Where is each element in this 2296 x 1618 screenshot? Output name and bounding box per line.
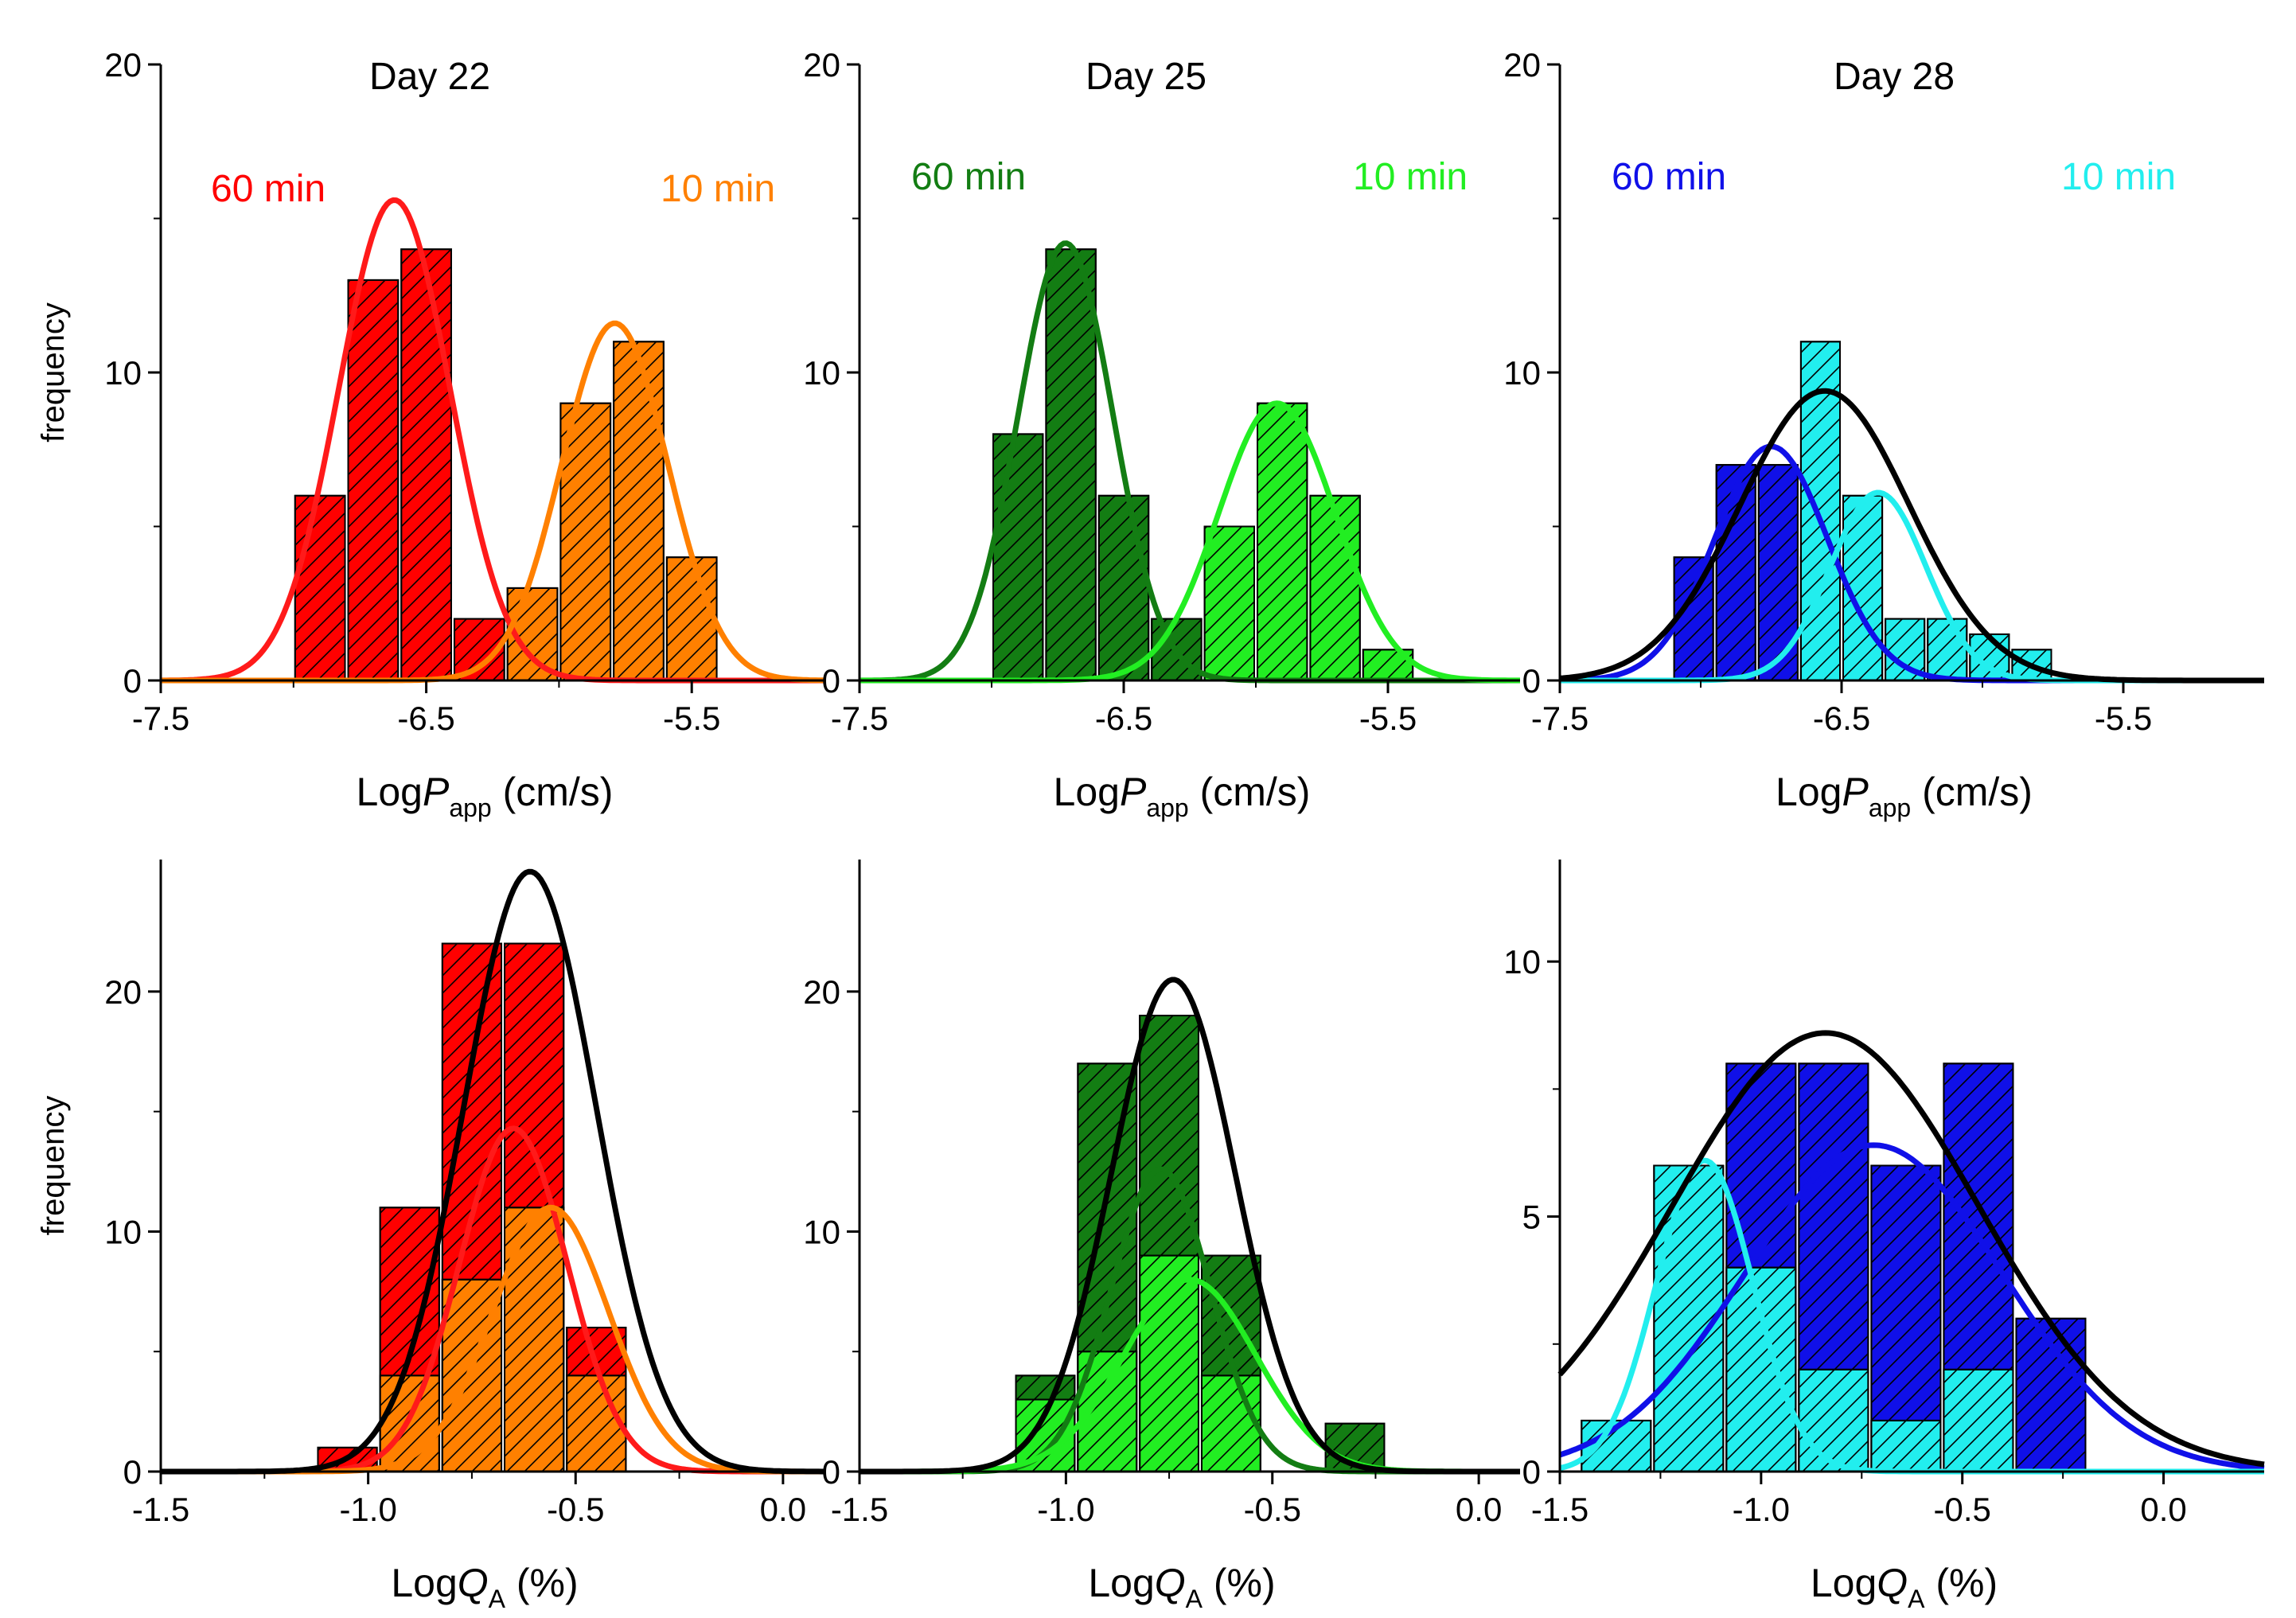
x-tick-label: -7.5 xyxy=(1531,700,1588,737)
bar-hatch xyxy=(1257,402,1308,681)
x-tick-label: -5.5 xyxy=(1359,700,1417,737)
bar-hatch xyxy=(1870,1419,1942,1472)
series-10-min xyxy=(506,341,718,682)
fit-curve-60-min-fit xyxy=(859,240,1520,684)
x-tick-label: -1.5 xyxy=(132,1491,189,1528)
x-axis-label: LogQA (%) xyxy=(1088,1561,1275,1613)
x-tick-label: -1.5 xyxy=(831,1491,888,1528)
y-axis-label: frequency xyxy=(36,1096,71,1236)
y-tick-label: 0 xyxy=(1522,662,1541,700)
y-tick-label: 10 xyxy=(104,1213,142,1250)
annotation-60-min: 60 min xyxy=(1612,156,1726,198)
bar-hatch xyxy=(613,341,665,681)
y-tick-label: 10 xyxy=(803,1213,840,1250)
x-tick-label: 0.0 xyxy=(1456,1491,1502,1528)
x-tick-label: -0.5 xyxy=(547,1491,604,1528)
series-10-min xyxy=(1203,402,1414,681)
annotation-10-min: 10 min xyxy=(1353,156,1468,198)
annotation-10-min: 10 min xyxy=(661,168,775,210)
y-tick-label: 20 xyxy=(1503,46,1541,84)
chart-title: Day 22 xyxy=(369,56,490,98)
y-tick-label: 20 xyxy=(104,46,142,84)
x-axis-label: LogPapp (cm/s) xyxy=(1054,770,1311,822)
x-tick-label: -0.5 xyxy=(1934,1491,1991,1528)
bar-hatch xyxy=(665,556,718,682)
x-tick-label: 0.0 xyxy=(760,1491,806,1528)
panel-bottom-day25: 0 10 20 -1.5 -1.0 -0.5 0.0 LogQA (%) xyxy=(803,860,1520,1613)
panel-top-day25: 0 10 20 -7.5 -6.5 -5.5 LogPapp (cm/s) Day 25 60 … xyxy=(803,46,1520,822)
x-tick-label: -7.5 xyxy=(132,700,189,737)
bar-hatch xyxy=(1097,494,1150,681)
x-tick-label: -6.5 xyxy=(397,700,454,737)
bar-hatch xyxy=(294,494,346,681)
x-tick-label: -0.5 xyxy=(1244,1491,1301,1528)
y-tick-label: 10 xyxy=(104,354,142,392)
bar-hatch xyxy=(566,1374,627,1473)
annotation-60-min: 60 min xyxy=(211,168,325,210)
annotation-60-min: 60 min xyxy=(911,156,1026,198)
x-axis-label: LogQA (%) xyxy=(391,1561,578,1613)
panel-top-day22: 0 10 20 -7.5 -6.5 -5.5 LogPapp (cm/s) frequency… xyxy=(36,46,824,822)
bar-hatch xyxy=(1203,525,1255,681)
y-axis-label: frequency xyxy=(36,302,71,443)
x-axis-label: LogPapp (cm/s) xyxy=(357,770,614,822)
x-tick-label: -7.5 xyxy=(831,700,888,737)
bar-hatch xyxy=(1943,1368,2014,1473)
chart-title: Day 28 xyxy=(1834,56,1955,98)
x-tick-label: -1.0 xyxy=(339,1491,396,1528)
bar-hatch xyxy=(400,248,452,681)
x-axis-label: LogQA (%) xyxy=(1811,1561,1998,1613)
x-tick-label: 0.0 xyxy=(2140,1491,2186,1528)
panel-bottom-day28: 0 5 10 -1.5 -1.0 -0.5 0.0 LogQA (%) xyxy=(1503,860,2265,1613)
y-tick-label: 20 xyxy=(803,46,840,84)
bar-hatch xyxy=(1309,494,1361,681)
x-tick-label: -5.5 xyxy=(663,700,720,737)
bar-hatch xyxy=(1725,1266,1797,1472)
bar-hatch xyxy=(504,1207,565,1473)
bar-hatch xyxy=(1200,1374,1261,1473)
series-60-min xyxy=(992,248,1203,682)
y-tick-label: 0 xyxy=(822,1453,840,1491)
y-tick-label: 0 xyxy=(123,1453,142,1491)
y-tick-label: 0 xyxy=(822,662,840,700)
bar-hatch xyxy=(379,1374,440,1473)
y-tick-label: 10 xyxy=(803,354,840,392)
x-tick-label: -1.0 xyxy=(1733,1491,1790,1528)
panel-top-day28: 0 10 20 -7.5 -6.5 -5.5 LogPapp (cm/s) Day 28 60 … xyxy=(1503,46,2264,822)
y-tick-label: 10 xyxy=(1503,354,1541,392)
bar-hatch xyxy=(1757,464,1799,681)
bar-hatch xyxy=(1715,464,1756,681)
y-tick-label: 0 xyxy=(1522,1453,1541,1491)
bar-hatch xyxy=(1798,1368,1869,1473)
x-tick-label: -1.5 xyxy=(1531,1491,1588,1528)
bar-hatch xyxy=(559,402,612,681)
chart-title: Day 25 xyxy=(1086,56,1206,98)
bar-hatch xyxy=(1927,618,1968,681)
fit-curve-combined-fit xyxy=(1557,1030,2265,1468)
y-tick-label: 10 xyxy=(1503,943,1541,981)
x-tick-label: -6.5 xyxy=(1095,700,1152,737)
y-tick-label: 20 xyxy=(104,973,142,1011)
fit-curve-60-min-fit xyxy=(161,197,824,684)
x-tick-label: -1.0 xyxy=(1037,1491,1094,1528)
series-60-min xyxy=(294,248,505,681)
bar-hatch xyxy=(1045,248,1097,681)
bar-hatch xyxy=(347,279,400,681)
y-tick-label: 20 xyxy=(803,973,840,1011)
annotation-10-min: 10 min xyxy=(2061,156,2176,198)
x-axis-label: LogPapp (cm/s) xyxy=(1776,770,2033,822)
x-tick-label: -6.5 xyxy=(1813,700,1870,737)
bar-hatch xyxy=(992,433,1044,682)
x-tick-label: -5.5 xyxy=(2095,700,2152,737)
y-tick-label: 0 xyxy=(123,662,142,700)
fit-curve-60-min-fit xyxy=(1558,1142,2265,1472)
y-tick-label: 5 xyxy=(1522,1199,1541,1236)
panel-bottom-day22: 0 10 20 -1.5 -1.0 -0.5 0.0 LogQA (%) frequency xyxy=(36,860,824,1613)
